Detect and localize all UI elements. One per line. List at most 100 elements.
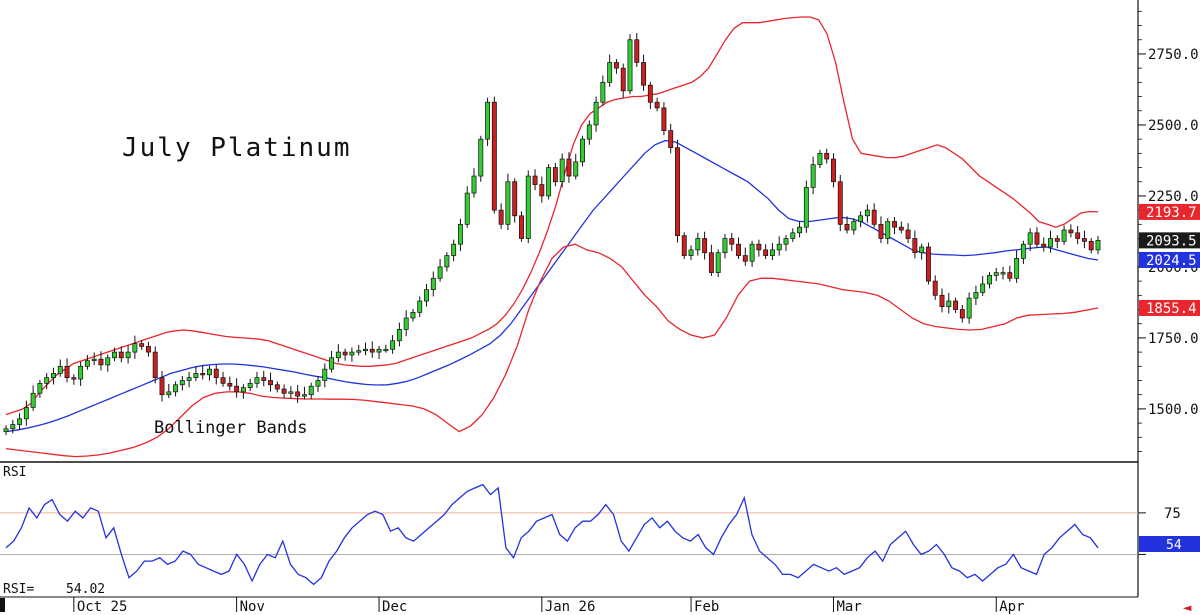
candle-down bbox=[295, 391, 301, 397]
candle-down bbox=[661, 107, 667, 131]
candle-up bbox=[30, 392, 36, 408]
candle-up bbox=[790, 232, 796, 239]
price-flag-label: 2024.5 bbox=[1146, 253, 1197, 269]
candle-up bbox=[593, 101, 599, 126]
candle-up bbox=[776, 243, 782, 251]
y-tick-label: 1500.0 bbox=[1148, 402, 1199, 418]
candle-down bbox=[634, 39, 640, 63]
lower-band-line bbox=[5, 243, 1099, 458]
candle-down bbox=[519, 215, 524, 239]
candle-up bbox=[417, 300, 423, 313]
candle-up bbox=[335, 351, 341, 359]
candle-up bbox=[179, 380, 185, 386]
candle-down bbox=[932, 280, 938, 296]
rsi-current-value: 54 bbox=[1166, 538, 1182, 553]
candle-up bbox=[193, 373, 199, 379]
candle-down bbox=[939, 294, 945, 308]
candle-up bbox=[288, 391, 294, 394]
candle-up bbox=[10, 424, 16, 430]
candle-down bbox=[1034, 232, 1040, 245]
candle-up bbox=[356, 350, 362, 353]
candle-up bbox=[478, 138, 484, 177]
candle-up bbox=[715, 252, 721, 273]
candle-up bbox=[1027, 232, 1033, 245]
candle-up bbox=[390, 340, 396, 350]
candle-down bbox=[1007, 272, 1013, 279]
candle-up bbox=[363, 348, 368, 352]
candle-up bbox=[919, 246, 925, 254]
candle-down bbox=[742, 255, 748, 262]
candlesticks bbox=[3, 32, 1101, 436]
x-tick-label: Apr bbox=[999, 599, 1024, 615]
y-tick-label: 2750.0 bbox=[1148, 47, 1199, 63]
candle-down bbox=[498, 209, 504, 225]
candle-down bbox=[1075, 232, 1081, 239]
candle-down bbox=[281, 388, 287, 394]
candle-down bbox=[1041, 243, 1047, 248]
candle-up bbox=[485, 101, 491, 140]
candle-down bbox=[892, 221, 897, 228]
candle-up bbox=[166, 391, 172, 396]
candle-down bbox=[268, 380, 273, 386]
candle-up bbox=[91, 358, 97, 362]
candle-up bbox=[403, 317, 409, 330]
candle-down bbox=[512, 181, 518, 217]
candle-down bbox=[898, 226, 904, 231]
price-flag-label: 1855.4 bbox=[1146, 301, 1197, 317]
candle-up bbox=[173, 384, 179, 393]
rsi-readout-value: 54.02 bbox=[66, 582, 105, 597]
candle-up bbox=[301, 394, 307, 397]
candle-up bbox=[607, 62, 613, 83]
candle-down bbox=[369, 348, 375, 353]
rsi-levels: 75 bbox=[0, 506, 1181, 555]
y-tick-label: 1750.0 bbox=[1148, 331, 1199, 347]
candle-up bbox=[451, 243, 457, 256]
candle-up bbox=[1048, 238, 1053, 248]
candle-down bbox=[342, 351, 348, 356]
candle-up bbox=[525, 175, 531, 239]
candle-up bbox=[457, 223, 463, 245]
candle-up bbox=[207, 368, 212, 376]
x-tick-label: Jan 26 bbox=[545, 599, 596, 615]
rsi-label: RSI bbox=[3, 465, 26, 480]
candle-up bbox=[376, 348, 382, 353]
candle-down bbox=[844, 223, 850, 231]
candle-down bbox=[159, 377, 165, 396]
candle-down bbox=[824, 152, 830, 160]
candle-up bbox=[1095, 240, 1101, 251]
candle-up bbox=[322, 368, 328, 381]
candle-up bbox=[424, 289, 429, 302]
candle-up bbox=[722, 238, 728, 254]
candle-down bbox=[139, 343, 145, 347]
upper-band-line bbox=[5, 16, 1099, 416]
candle-down bbox=[227, 382, 233, 387]
candle-up bbox=[858, 215, 864, 222]
x-tick-label: Oct 25 bbox=[77, 599, 128, 615]
candle-up bbox=[3, 428, 9, 432]
scroll-left-arrow-icon[interactable]: ◄ bbox=[1183, 600, 1192, 615]
candle-up bbox=[546, 167, 552, 197]
candle-down bbox=[532, 175, 538, 185]
rsi-line bbox=[5, 483, 1099, 586]
rsi-level-label: 75 bbox=[1164, 506, 1181, 522]
candle-down bbox=[647, 84, 653, 103]
candle-down bbox=[613, 62, 619, 69]
candle-up bbox=[946, 300, 952, 308]
candle-up bbox=[430, 277, 436, 290]
candle-down bbox=[145, 346, 151, 353]
candle-down bbox=[566, 158, 572, 177]
candle-down bbox=[878, 223, 884, 239]
candle-down bbox=[708, 252, 714, 273]
price-flag-label: 2193.7 bbox=[1146, 205, 1197, 221]
candle-up bbox=[308, 385, 314, 396]
candle-up bbox=[987, 275, 992, 285]
candle-up bbox=[37, 382, 43, 394]
price-flags: 2193.7 2093.5 2024.5 1855.4 bbox=[1139, 203, 1200, 317]
scroll-marker bbox=[0, 598, 5, 612]
candle-up bbox=[817, 152, 823, 166]
candle-up bbox=[980, 283, 986, 293]
candle-up bbox=[627, 39, 633, 92]
candle-up bbox=[23, 407, 29, 420]
price-flag bbox=[1139, 251, 1200, 268]
